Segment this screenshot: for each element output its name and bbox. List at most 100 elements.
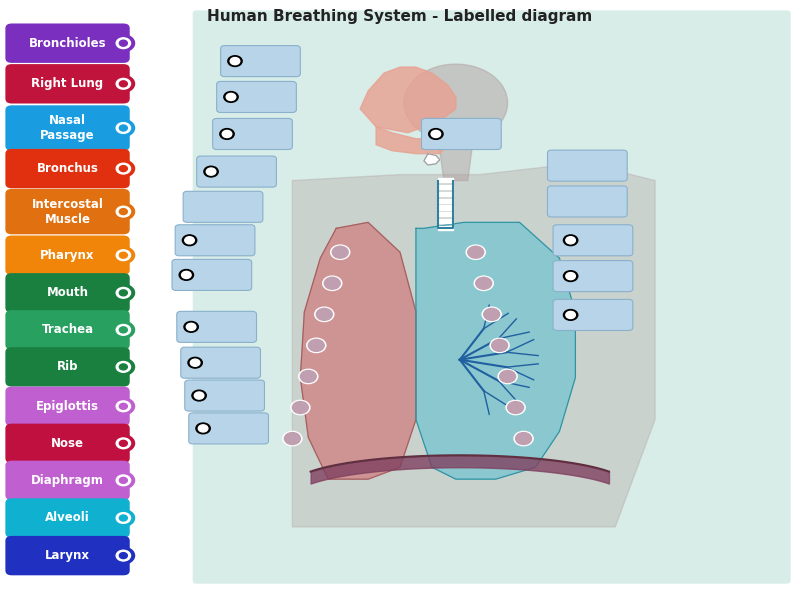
Polygon shape — [376, 127, 448, 154]
FancyBboxPatch shape — [6, 23, 130, 63]
Circle shape — [308, 340, 324, 352]
Circle shape — [182, 235, 197, 245]
Circle shape — [226, 94, 236, 101]
Text: Mouth: Mouth — [46, 286, 89, 299]
Circle shape — [179, 269, 194, 280]
Circle shape — [119, 403, 127, 409]
Circle shape — [116, 438, 130, 449]
Circle shape — [185, 236, 194, 244]
Circle shape — [112, 203, 134, 220]
Circle shape — [228, 56, 242, 67]
Circle shape — [116, 512, 130, 523]
Circle shape — [119, 440, 127, 446]
Text: Larynx: Larynx — [45, 549, 90, 562]
Bar — [438, 226, 453, 230]
FancyBboxPatch shape — [6, 149, 130, 188]
Bar — [438, 199, 453, 203]
Circle shape — [474, 276, 494, 290]
Circle shape — [466, 245, 486, 259]
Circle shape — [112, 435, 134, 452]
Circle shape — [563, 235, 578, 245]
Circle shape — [194, 392, 204, 399]
Circle shape — [184, 322, 198, 332]
FancyBboxPatch shape — [547, 150, 627, 181]
Circle shape — [116, 287, 130, 298]
Polygon shape — [438, 139, 474, 181]
Polygon shape — [292, 163, 655, 527]
Circle shape — [112, 35, 134, 52]
Circle shape — [112, 472, 134, 489]
Bar — [438, 192, 453, 196]
Circle shape — [196, 423, 210, 434]
Text: Epiglottis: Epiglottis — [36, 400, 99, 413]
Circle shape — [314, 307, 334, 322]
FancyBboxPatch shape — [6, 273, 130, 313]
FancyBboxPatch shape — [213, 118, 292, 149]
Bar — [438, 178, 453, 182]
Text: Nasal
Passage: Nasal Passage — [40, 114, 95, 142]
Circle shape — [283, 431, 302, 446]
Circle shape — [119, 290, 127, 296]
Circle shape — [112, 119, 134, 136]
Circle shape — [119, 364, 127, 370]
Circle shape — [498, 369, 517, 383]
Circle shape — [112, 547, 134, 564]
FancyBboxPatch shape — [6, 106, 130, 151]
Circle shape — [119, 327, 127, 333]
FancyBboxPatch shape — [172, 259, 252, 290]
Polygon shape — [360, 67, 456, 133]
Circle shape — [290, 400, 310, 415]
Circle shape — [563, 310, 578, 320]
Text: Human Breathing System - Labelled diagram: Human Breathing System - Labelled diagra… — [207, 9, 593, 24]
FancyBboxPatch shape — [6, 386, 130, 426]
FancyBboxPatch shape — [6, 236, 130, 275]
Circle shape — [119, 252, 127, 258]
Circle shape — [119, 478, 127, 484]
Polygon shape — [300, 223, 416, 479]
Circle shape — [316, 308, 332, 320]
Bar — [438, 212, 453, 217]
Circle shape — [119, 40, 127, 46]
Circle shape — [116, 362, 130, 372]
Text: Pharynx: Pharynx — [40, 249, 95, 262]
Bar — [438, 205, 453, 209]
Circle shape — [431, 130, 441, 137]
FancyBboxPatch shape — [553, 299, 633, 331]
Circle shape — [404, 64, 508, 142]
Circle shape — [119, 166, 127, 172]
Text: Intercostal
Muscle: Intercostal Muscle — [32, 197, 103, 226]
FancyBboxPatch shape — [6, 461, 130, 500]
Circle shape — [224, 92, 238, 103]
Circle shape — [116, 325, 130, 335]
Circle shape — [285, 433, 300, 445]
FancyBboxPatch shape — [6, 424, 130, 463]
Circle shape — [192, 390, 206, 401]
FancyBboxPatch shape — [6, 536, 130, 575]
Circle shape — [116, 206, 130, 217]
Circle shape — [330, 245, 350, 259]
Circle shape — [112, 359, 134, 375]
Circle shape — [429, 128, 443, 139]
Text: Bronchus: Bronchus — [37, 162, 98, 175]
Circle shape — [298, 369, 318, 383]
Circle shape — [492, 340, 508, 352]
Circle shape — [112, 76, 134, 92]
Circle shape — [119, 553, 127, 559]
Circle shape — [468, 246, 484, 258]
Circle shape — [500, 370, 515, 382]
Circle shape — [119, 209, 127, 215]
Polygon shape — [424, 154, 440, 165]
Circle shape — [508, 401, 523, 413]
Circle shape — [190, 359, 200, 366]
Text: Trachea: Trachea — [42, 323, 94, 337]
Circle shape — [116, 250, 130, 260]
Text: Nose: Nose — [51, 437, 84, 450]
Circle shape — [119, 515, 127, 521]
FancyBboxPatch shape — [183, 191, 263, 223]
Circle shape — [116, 38, 130, 49]
Circle shape — [186, 323, 196, 331]
Text: Rib: Rib — [57, 361, 78, 373]
Circle shape — [506, 400, 525, 415]
FancyBboxPatch shape — [6, 189, 130, 235]
Circle shape — [230, 58, 240, 65]
